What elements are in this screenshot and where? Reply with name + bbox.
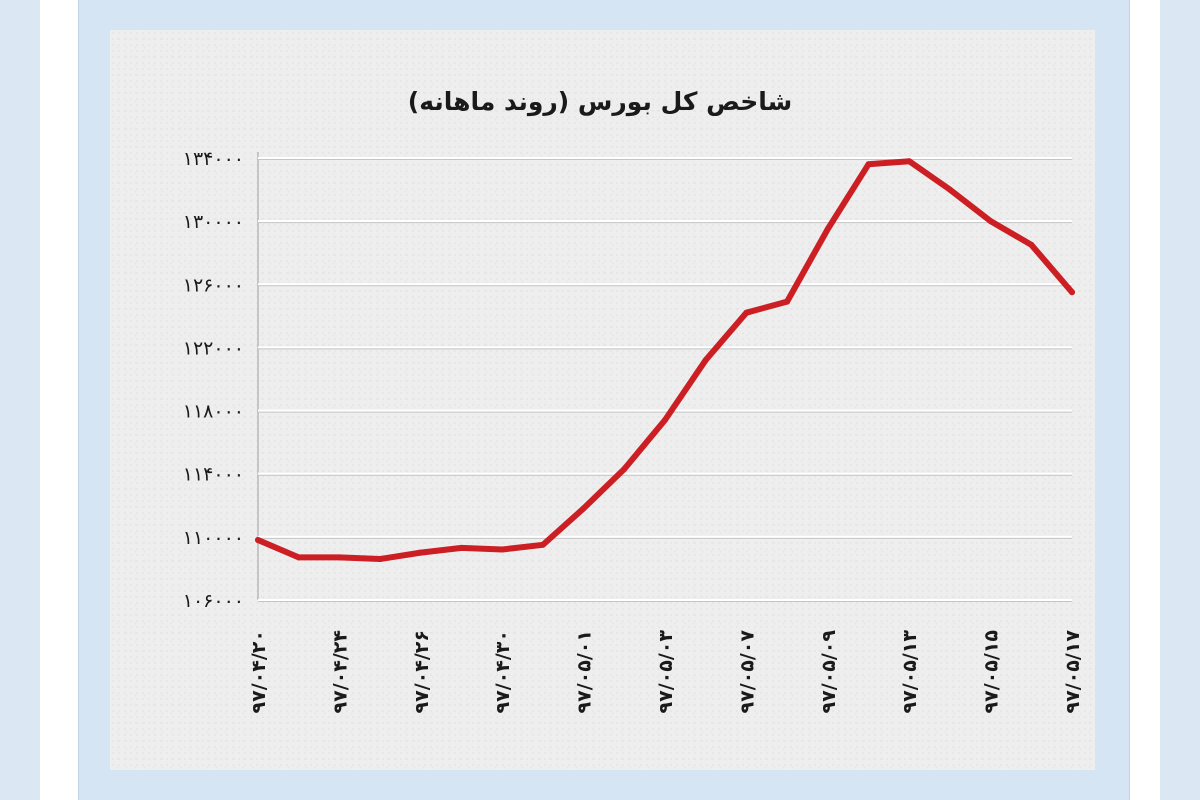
x-tick-label: ۹۷/۰۴/۲۰ <box>248 630 270 713</box>
series-layer <box>255 158 1075 562</box>
x-tick-label: ۹۷/۰۴/۲۴ <box>329 630 351 713</box>
x-tick-label: ۹۷/۰۵/۰۱ <box>574 630 596 713</box>
data-point <box>580 505 587 512</box>
data-point <box>906 158 913 165</box>
x-tick-label: ۹۷/۰۴/۲۶ <box>411 630 433 713</box>
data-point <box>824 226 831 232</box>
y-tick-label: ۱۲۲۰۰۰ <box>183 337 244 359</box>
y-axis: ۱۰۶۰۰۰ ۱۱۰۰۰۰ ۱۱۴۰۰۰ ۱۱۸۰۰۰ ۱۲۲۰۰۰ ۱۲۶۰۰۰ ۱۳۰۰… <box>183 148 244 612</box>
y-tick-label: ۱۳۴۰۰۰ <box>183 148 244 170</box>
data-point <box>702 357 709 364</box>
data-point <box>1069 289 1075 296</box>
line-chart: شاخص کل بورس (روند ماهانه) ۱۰۶۰۰۰۱۱۰۰۰۰۱… <box>183 87 1084 714</box>
x-tick-label: ۹۷/۰۵/۱۷ <box>1062 630 1084 714</box>
data-point <box>946 186 953 193</box>
y-tick-label: ۱۱۴۰۰۰ <box>183 464 244 486</box>
data-point <box>743 309 750 316</box>
data-point <box>458 544 465 551</box>
y-tick-label: ۱۱۸۰۰۰ <box>183 401 244 423</box>
data-point <box>336 554 343 561</box>
data-point <box>499 546 506 553</box>
data-point <box>662 417 668 423</box>
left-adjacent-panel <box>0 0 40 800</box>
x-tick-label: ۹۷/۰۵/۱۳ <box>899 630 921 714</box>
grid-lines <box>257 152 1072 602</box>
x-tick-label: ۹۷/۰۵/۱۵ <box>981 630 1003 714</box>
x-tick-label: ۹۷/۰۵/۰۷ <box>736 630 758 714</box>
x-axis: ۹۷/۰۴/۲۰ ۹۷/۰۴/۲۴ ۹۷/۰۴/۲۶ ۹۷/۰۴/۳۰ ۹۷/۰۵/۰۱… <box>248 630 1084 714</box>
x-tick-label: ۹۷/۰۵/۰۳ <box>655 630 677 714</box>
right-adjacent-panel <box>1160 0 1200 800</box>
y-tick-label: ۱۳۰۰۰۰ <box>183 211 244 233</box>
y-tick-label: ۱۱۰۰۰۰ <box>183 527 244 549</box>
data-point <box>987 218 994 225</box>
data-point <box>377 556 384 562</box>
data-point <box>1028 241 1035 248</box>
x-tick-label: ۹۷/۰۵/۰۹ <box>818 630 840 714</box>
data-point <box>784 298 791 305</box>
data-point <box>255 537 261 543</box>
y-tick-label: ۱۰۶۰۰۰ <box>183 590 244 612</box>
y-tick-label: ۱۲۶۰۰۰ <box>183 274 244 296</box>
data-point <box>865 161 872 168</box>
chart-card: شاخص کل بورس (روند ماهانه) ۱۰۶۰۰۰ ۱۱۰۰۰۰ ۱… <box>110 30 1095 770</box>
data-point <box>295 554 302 561</box>
data-point <box>539 541 546 548</box>
chart-title: شاخص کل بورس (روند ماهانه) <box>408 87 792 117</box>
data-point <box>417 549 424 556</box>
x-tick-label: ۹۷/۰۴/۳۰ <box>492 630 514 713</box>
data-point <box>621 466 628 472</box>
